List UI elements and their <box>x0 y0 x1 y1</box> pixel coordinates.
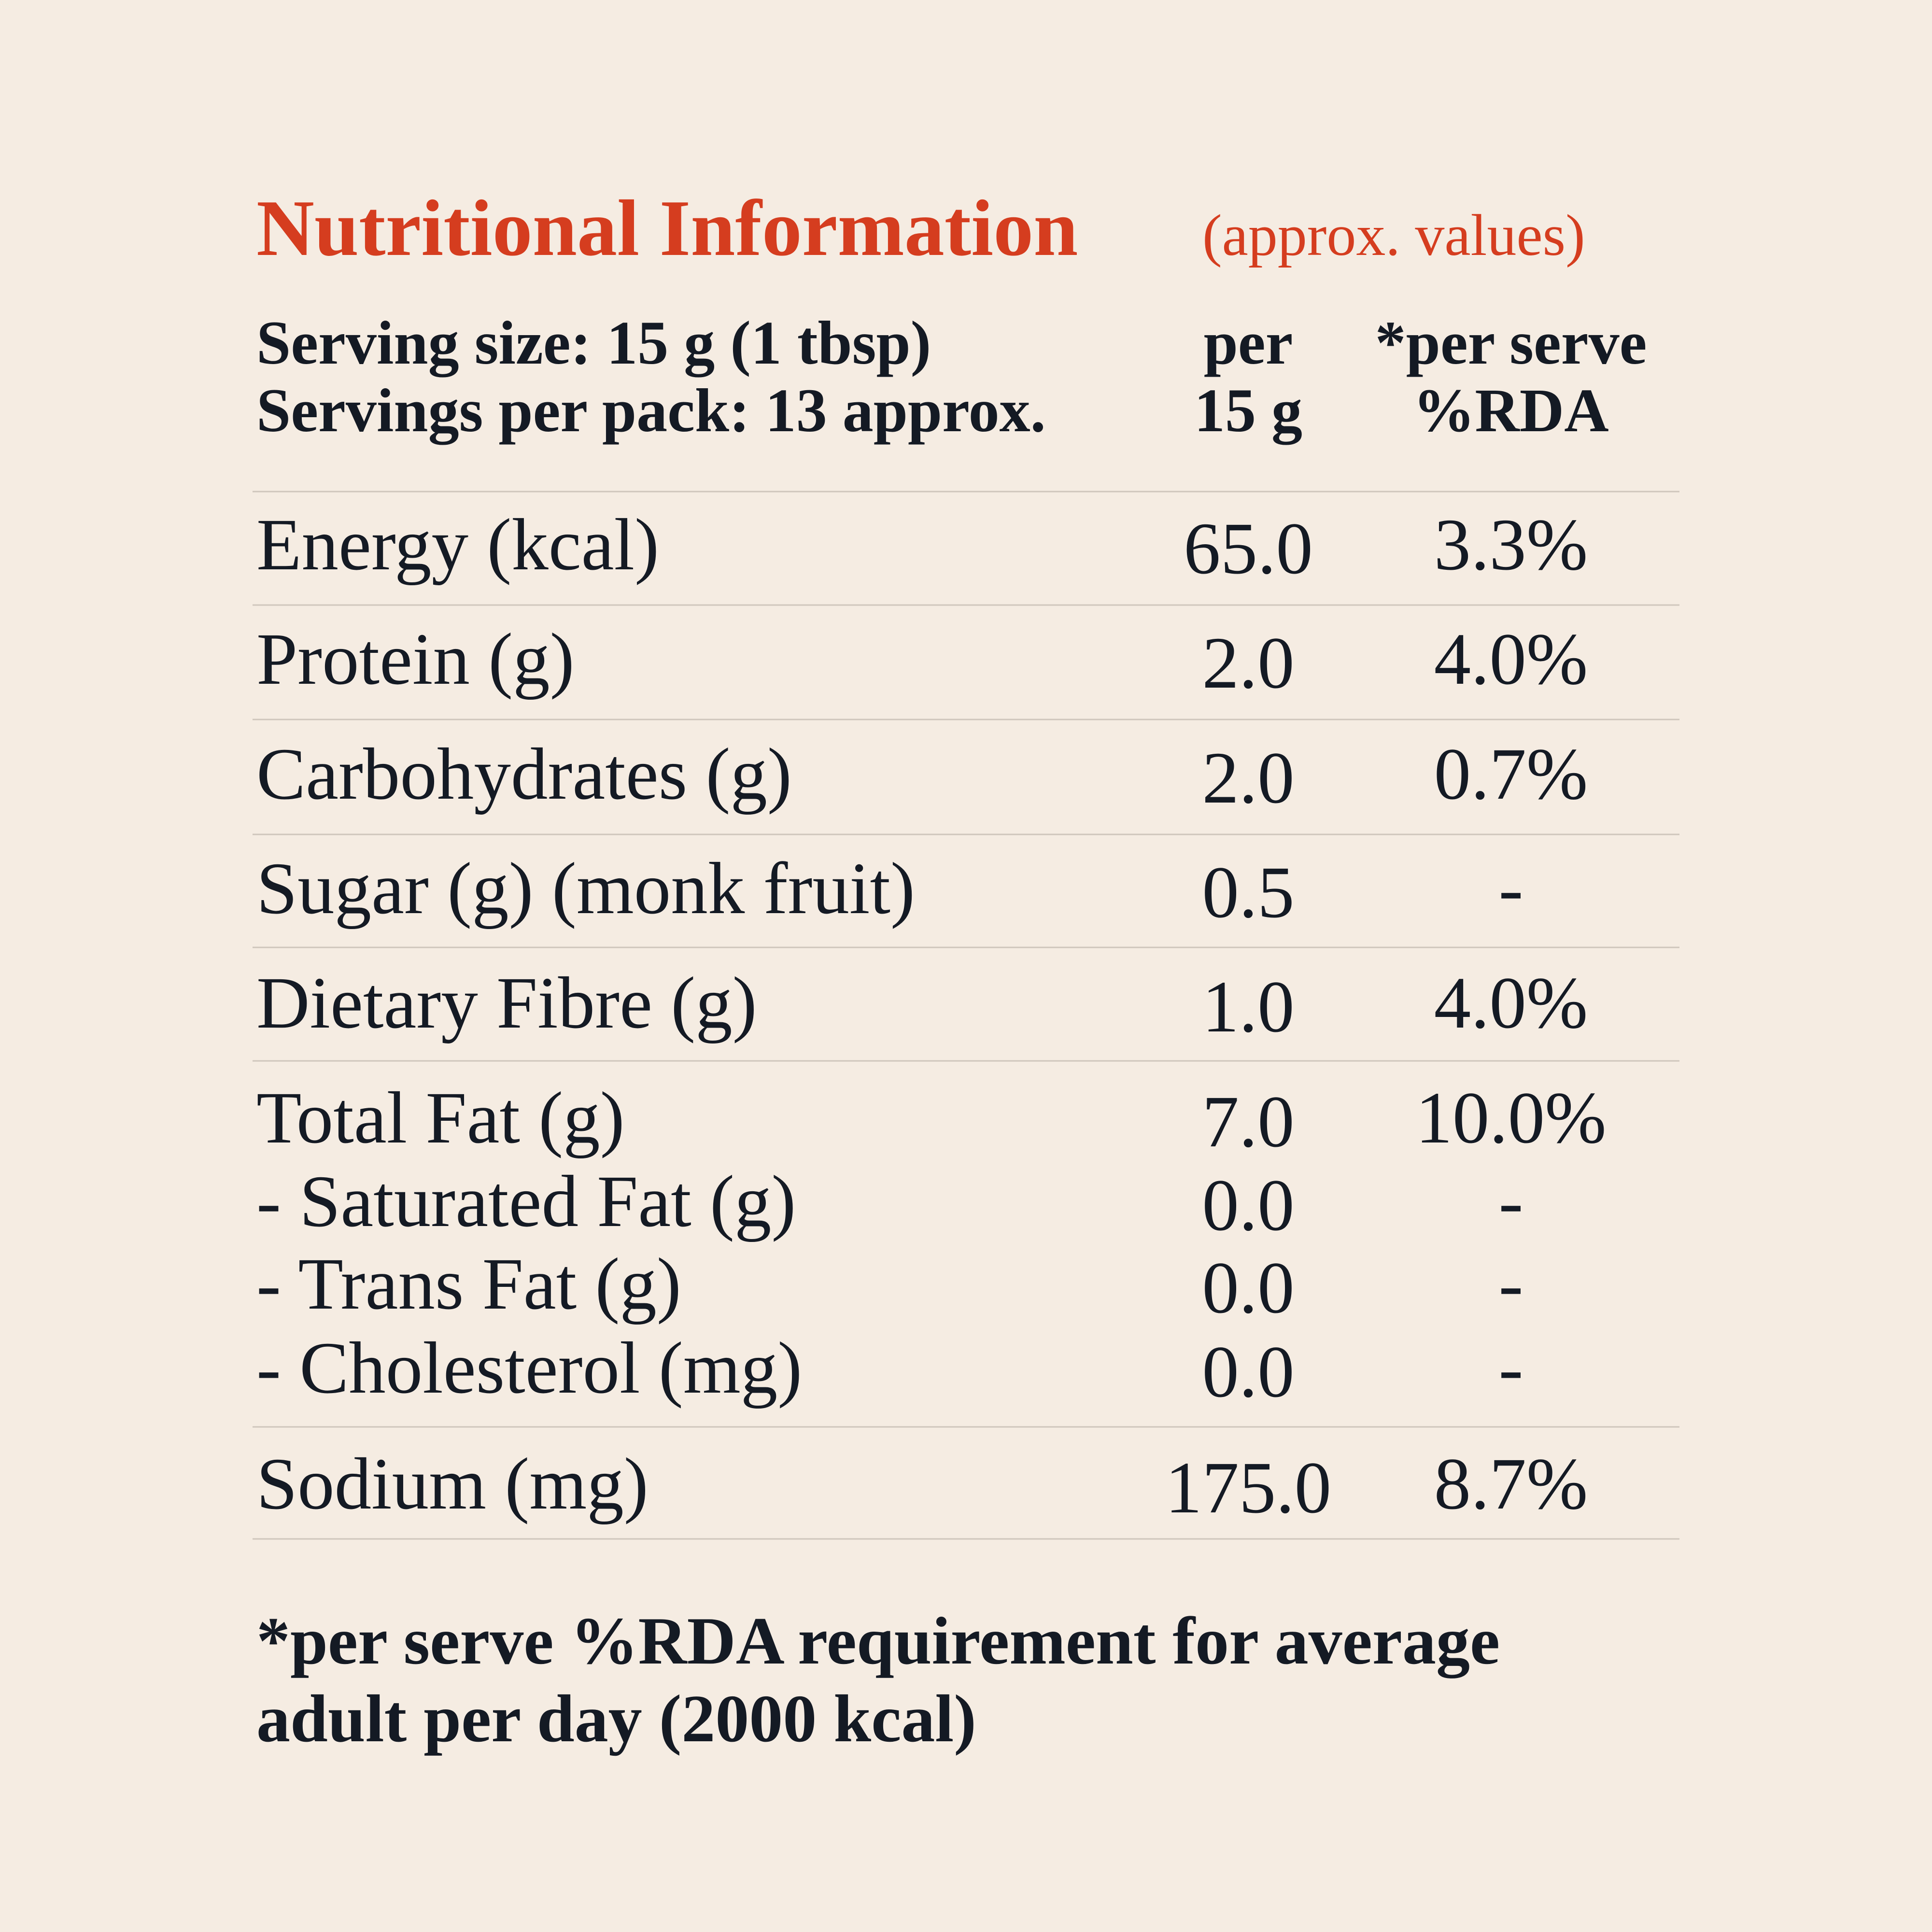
per-15g-value: 0.0 <box>1202 1165 1294 1246</box>
title: Nutritional Information <box>256 183 1078 272</box>
nutrient-label: Protein (g) <box>256 619 575 700</box>
rda-value: - <box>1499 1161 1523 1242</box>
rda-value: 4.0% <box>1434 619 1588 700</box>
per-15g-value: 0.0 <box>1202 1247 1294 1329</box>
column-header: *per serve <box>1375 309 1647 377</box>
column-header: per <box>1204 309 1293 377</box>
rda-value: 0.7% <box>1434 733 1588 815</box>
column-header: 15 g <box>1194 376 1302 445</box>
nutrient-label: - Cholesterol (mg) <box>256 1327 802 1409</box>
footnote: adult per day (2000 kcal) <box>256 1681 976 1756</box>
rda-value: 10.0% <box>1415 1077 1606 1159</box>
nutrient-label: Total Fat (g) <box>256 1077 625 1159</box>
rda-value: 8.7% <box>1434 1443 1588 1525</box>
nutrient-label: Carbohydrates (g) <box>256 733 792 815</box>
per-15g-value: 2.0 <box>1202 622 1294 704</box>
column-header: %RDA <box>1413 376 1608 445</box>
rda-value: - <box>1499 848 1523 930</box>
per-15g-value: 65.0 <box>1184 508 1313 590</box>
per-15g-value: 175.0 <box>1165 1447 1331 1529</box>
nutrient-label: Energy (kcal) <box>256 504 659 586</box>
rda-value: - <box>1499 1327 1523 1409</box>
nutrient-label: Sugar (g) (monk fruit) <box>256 848 915 930</box>
footnote: *per serve %RDA requirement for average <box>256 1604 1500 1678</box>
serving-info: Servings per pack: 13 approx. <box>256 376 1046 445</box>
rda-value: 3.3% <box>1434 504 1588 586</box>
per-15g-value: 7.0 <box>1202 1081 1294 1163</box>
nutrient-label: Dietary Fibre (g) <box>256 962 757 1044</box>
serving-info: Serving size: 15 g (1 tbsp) <box>256 309 931 377</box>
per-15g-value: 1.0 <box>1202 966 1294 1048</box>
rda-value: 4.0% <box>1434 962 1588 1044</box>
per-15g-value: 2.0 <box>1202 737 1294 819</box>
per-15g-value: 0.0 <box>1202 1331 1294 1413</box>
nutrient-label: - Trans Fat (g) <box>256 1243 681 1325</box>
subtitle: (approx. values) <box>1202 203 1585 268</box>
nutrient-label: - Saturated Fat (g) <box>256 1161 796 1242</box>
nutrient-label: Sodium (mg) <box>256 1443 649 1525</box>
rda-value: - <box>1499 1243 1523 1325</box>
per-15g-value: 0.5 <box>1202 852 1294 933</box>
